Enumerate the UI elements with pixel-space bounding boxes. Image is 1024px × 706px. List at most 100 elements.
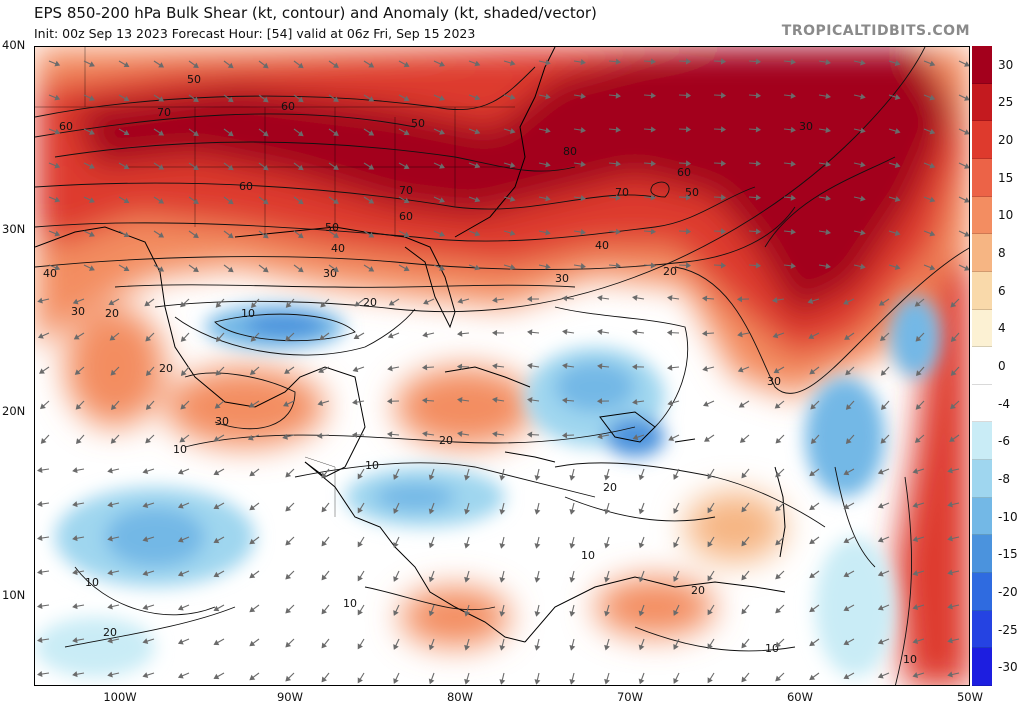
vector-arrowhead (615, 194, 621, 201)
vector-arrowhead (386, 398, 393, 405)
lon-label: 100W (103, 690, 137, 704)
vector-arrowhead (707, 541, 713, 548)
vector-arrowhead (158, 198, 165, 204)
colorbar-swatch (972, 460, 992, 498)
vector-arrowhead (964, 163, 969, 169)
vector-arrowhead (227, 130, 234, 137)
vector-arrowhead (249, 470, 256, 477)
vector-arrowhead (755, 126, 762, 133)
vector-arrowhead (638, 678, 645, 685)
vector-arrowhead (142, 638, 149, 644)
vector-arrowhead (912, 570, 919, 576)
colorbar-swatch (972, 573, 992, 611)
vector-arrowhead (474, 94, 481, 101)
contour-label: 70 (399, 184, 413, 197)
vector-arrowhead (499, 475, 506, 481)
vector-arrowhead (929, 264, 936, 271)
vector-arrowhead (638, 474, 645, 481)
vector-arrowhead (107, 569, 113, 576)
vector-arrowhead (72, 569, 78, 576)
vector-arrowhead (894, 264, 901, 270)
vector-arrowhead (499, 577, 506, 583)
vector-arrowhead (499, 645, 506, 651)
vector-arrowhead (285, 675, 292, 682)
vector-arrowhead (737, 331, 743, 338)
vector-arrowhead (545, 195, 551, 202)
vector-arrowhead (860, 229, 866, 236)
vector-arrowhead (285, 302, 292, 308)
lon-label: 90W (276, 690, 304, 704)
vector-arrowhead (509, 196, 516, 202)
vector-arrowhead (368, 232, 375, 238)
vector-arrowhead (596, 398, 603, 405)
vector-arrowhead (428, 474, 435, 481)
vector-arrowhead (685, 58, 692, 65)
vector-arrowhead (685, 126, 692, 133)
vector-arrowhead (393, 576, 399, 582)
vector-arrowhead (534, 679, 541, 685)
contour-label: 10 (765, 642, 779, 655)
vector-arrowhead (352, 399, 358, 406)
vector-arrowhead (54, 60, 61, 67)
vector-arrowhead (318, 367, 325, 373)
vector-arrowhead (775, 437, 782, 444)
contour-label: 60 (399, 210, 413, 223)
lat-label: 10N (2, 588, 26, 602)
vector-arrowhead (772, 297, 778, 304)
vector-arrowhead (37, 333, 44, 339)
vector-arrowhead (499, 679, 506, 685)
vector-arrowhead (282, 433, 288, 440)
vector-arrowhead (457, 430, 463, 437)
vector-arrowhead (403, 265, 410, 272)
contour-label: 30 (71, 305, 85, 318)
vector-arrowhead (843, 571, 850, 578)
lat-label: 20N (2, 404, 26, 418)
vector-arrowhead (352, 366, 359, 373)
vector-arrowhead (285, 641, 292, 648)
vector-arrowhead (638, 542, 645, 549)
vector-arrowhead (807, 298, 814, 304)
vector-arrowhead (964, 197, 969, 203)
colorbar-swatch (972, 535, 992, 574)
vector-arrowhead (597, 328, 603, 335)
vector-arrowhead (214, 403, 221, 409)
vector-arrowhead (123, 163, 130, 170)
vector-arrowhead (755, 58, 762, 65)
vector-arrowhead (262, 164, 269, 171)
vector-arrowhead (597, 363, 603, 370)
vector-arrowhead (368, 96, 375, 102)
vector-arrowhead (741, 676, 747, 683)
vector-arrowhead (877, 604, 884, 611)
vector-arrowhead (509, 162, 516, 168)
vector-arrowhead (321, 642, 327, 649)
vector-arrowhead (825, 195, 831, 202)
contour-label: 20 (603, 481, 617, 494)
vector-arrowhead (142, 570, 149, 576)
vector-arrowhead (915, 335, 922, 342)
vector-arrowhead (720, 160, 727, 167)
vector-arrowhead (947, 467, 953, 474)
vector-arrowhead (464, 508, 470, 515)
vector-arrowhead (227, 96, 234, 103)
vector-arrowhead (947, 637, 953, 644)
vector-arrowhead (685, 92, 692, 99)
vector-arrowhead (227, 164, 234, 171)
vector-arrowhead (720, 92, 727, 99)
vector-arrowhead (474, 264, 481, 271)
vector-arrowhead (123, 231, 130, 238)
vector-arrowhead (428, 576, 435, 583)
colorbar-swatch (972, 271, 992, 310)
contour-label: 70 (615, 186, 629, 199)
vector-arrowhead (673, 575, 679, 582)
vector-arrowhead (775, 505, 781, 512)
coastlines (35, 47, 786, 643)
vector-arrowhead (685, 160, 692, 167)
vector-arrowhead (707, 643, 713, 650)
vector-arrowhead (357, 609, 363, 616)
vector-arrowhead (569, 611, 576, 617)
vector-arrowhead (321, 574, 327, 581)
vector-arrowhead (810, 403, 817, 410)
vector-arrowhead (180, 336, 187, 342)
vector-arrowhead (667, 400, 674, 406)
vector-arrowhead (249, 538, 256, 545)
